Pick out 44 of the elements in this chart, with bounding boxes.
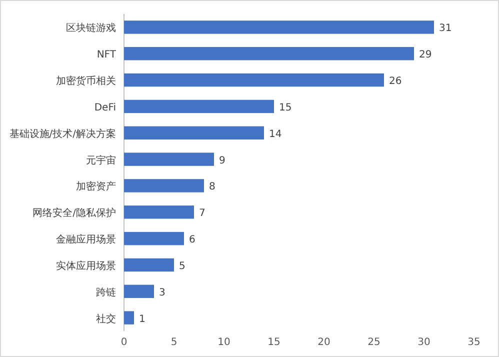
y-tick-label: 加密货币相关 (56, 75, 116, 88)
data-label: 6 (189, 234, 196, 246)
data-label: 8 (209, 182, 216, 193)
y-tick-label: 加密资产 (76, 180, 116, 193)
y-tick-label: 区块链游戏 (66, 22, 116, 34)
data-label: 26 (389, 76, 402, 88)
y-tick-label: 网络安全/隐私保护 (32, 207, 116, 220)
data-label: 29 (419, 50, 432, 61)
bar (124, 232, 184, 246)
x-tick-label: 0 (120, 337, 128, 348)
x-tick-label: 10 (218, 337, 230, 348)
y-tick-label: 基础设施/技术/解决方案 (9, 128, 116, 140)
data-label: 15 (279, 102, 292, 114)
y-tick-label: 实体应用场景 (56, 260, 116, 272)
bar (124, 100, 274, 114)
data-label: 14 (269, 128, 282, 140)
bar (124, 47, 414, 60)
data-label: 9 (219, 155, 226, 166)
bar (124, 20, 434, 34)
bar (124, 73, 384, 87)
bar (124, 284, 154, 298)
data-label: 7 (199, 208, 206, 220)
data-label: 31 (439, 23, 452, 34)
bar (124, 206, 194, 219)
y-tick-label: NFT (96, 50, 117, 61)
x-tick-label: 30 (418, 337, 430, 348)
bar (124, 179, 204, 192)
x-tick-label: 5 (170, 337, 178, 348)
y-tick-label: 跨链 (96, 287, 116, 298)
y-tick-label: 社交 (96, 312, 116, 325)
data-label: 1 (139, 314, 146, 325)
bar (124, 258, 174, 272)
x-tick-label: 35 (468, 337, 480, 348)
bar (124, 152, 214, 166)
y-tick-label: 金融应用场景 (56, 234, 116, 246)
x-tick-label: 20 (318, 337, 330, 348)
x-tick-label: 25 (368, 337, 380, 348)
y-tick-label: DeFi (94, 102, 116, 114)
y-tick-label: 元宇宙 (86, 154, 116, 166)
bar (124, 126, 264, 140)
data-label: 5 (179, 260, 186, 272)
data-label: 3 (159, 287, 166, 298)
x-tick-label: 15 (268, 337, 280, 348)
bar (124, 311, 134, 324)
